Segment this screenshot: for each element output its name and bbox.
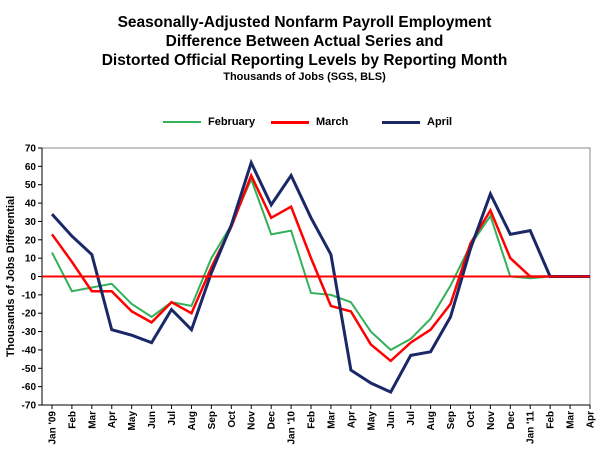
y-tick-label: -10	[22, 290, 37, 301]
y-tick-label: -60	[22, 382, 37, 393]
x-tick-label: Oct	[466, 410, 477, 427]
chart-title-line-1: Seasonally-Adjusted Nonfarm Payroll Empl…	[117, 14, 492, 31]
y-tick-label: 40	[25, 199, 37, 210]
x-tick-label: Jan '10	[287, 411, 298, 445]
x-tick-label: Jul	[167, 411, 178, 426]
y-tick-label: 60	[25, 162, 37, 173]
x-tick-label: Feb	[67, 411, 78, 429]
legend-label-april: April	[427, 116, 453, 128]
legend-swatch-april	[382, 120, 420, 124]
x-tick-label: Mar	[566, 411, 577, 429]
x-tick-label: Aug	[426, 411, 437, 430]
x-tick-label: May	[366, 411, 377, 431]
x-tick-label: Apr	[107, 411, 118, 428]
legend-item-march: March	[271, 116, 348, 128]
x-tick-label: Jul	[406, 411, 417, 426]
legend-item-february: February	[163, 116, 255, 128]
x-tick-label: Sep	[446, 411, 457, 429]
chart-title-line-2: Difference Between Actual Series and	[165, 33, 444, 50]
legend-label-march: March	[316, 116, 349, 128]
legend-swatch-february	[163, 121, 201, 123]
x-tick-label: Apr	[586, 411, 597, 428]
x-tick-label: Nov	[247, 411, 258, 430]
x-tick-label: Feb	[546, 411, 557, 429]
y-tick-label: -30	[22, 327, 37, 338]
x-tick-label: Jan '09	[47, 411, 58, 445]
y-tick-label: 0	[30, 272, 36, 283]
y-axis-title: Thousands of Jobs Differential	[5, 196, 17, 357]
x-tick-label: Aug	[187, 411, 198, 430]
y-tick-label: -70	[22, 401, 37, 412]
y-tick-label: 50	[25, 180, 37, 191]
y-tick-label: -50	[22, 364, 37, 375]
x-tick-label: Feb	[307, 411, 318, 429]
x-tick-label: Dec	[267, 411, 278, 430]
y-tick-label: 70	[25, 144, 37, 155]
x-tick-label: May	[127, 411, 138, 431]
y-tick-label: -20	[22, 309, 37, 320]
legend-item-april: April	[382, 116, 452, 128]
chart-subtitle: Thousands of Jobs (SGS, BLS)	[223, 71, 386, 83]
x-tick-label: Sep	[207, 411, 218, 429]
x-tick-label: Mar	[87, 411, 98, 429]
x-tick-label: Oct	[227, 410, 238, 427]
x-tick-label: Dec	[506, 411, 517, 430]
y-tick-label: 10	[25, 254, 37, 265]
x-tick-label: Jan '11	[526, 411, 537, 444]
y-tick-label: 20	[25, 235, 37, 246]
y-tick-label: 30	[25, 217, 37, 228]
series-line-february	[51, 176, 590, 352]
x-tick-label: Nov	[486, 411, 497, 430]
legend-label-february: February	[208, 116, 256, 128]
legend-swatch-march	[271, 120, 309, 124]
series-line-april	[50, 158, 590, 395]
x-tick-label: Mar	[326, 411, 337, 429]
y-tick-label: -40	[22, 345, 37, 356]
x-tick-label: Apr	[346, 411, 357, 428]
x-tick-label: Jun	[147, 411, 158, 429]
x-tick-label: Jun	[386, 411, 397, 429]
series-line-march	[50, 172, 590, 363]
chart-title-line-3: Distorted Official Reporting Levels by R…	[101, 52, 508, 69]
